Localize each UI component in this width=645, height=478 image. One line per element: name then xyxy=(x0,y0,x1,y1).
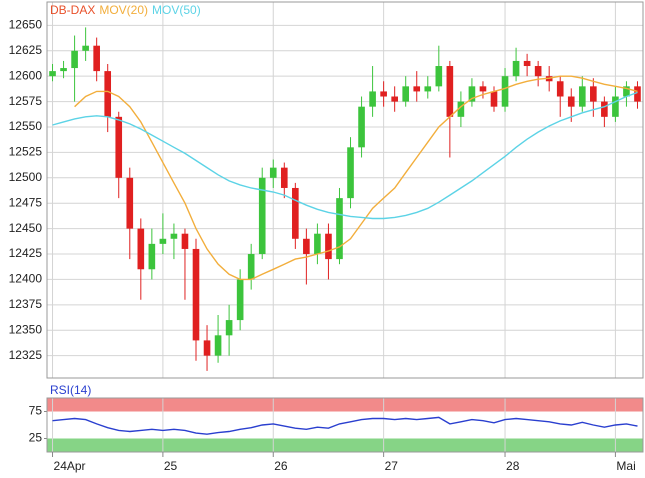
candle-body xyxy=(181,233,189,249)
candle-body xyxy=(634,86,641,102)
candle-body xyxy=(347,147,354,199)
x-tick-label: Mai xyxy=(616,459,635,473)
candle-body xyxy=(247,254,255,280)
candle-body xyxy=(126,177,134,229)
candle-body xyxy=(71,50,78,69)
candle-body xyxy=(203,340,211,356)
candle-body xyxy=(358,106,365,148)
legend-entry: DB-DAX xyxy=(50,3,95,17)
y-tick-label: 25 xyxy=(29,431,43,445)
candle-body xyxy=(115,116,123,178)
candle-body xyxy=(104,71,112,117)
y-tick-label: 12425 xyxy=(9,246,43,260)
candle-body xyxy=(402,86,410,102)
candle-body xyxy=(159,238,167,244)
candle-body xyxy=(369,91,376,107)
candle-body xyxy=(534,66,542,77)
candle-body xyxy=(93,45,100,72)
candle-body xyxy=(512,60,520,77)
candle-body xyxy=(336,198,343,260)
candle-body xyxy=(391,96,398,102)
candle-body xyxy=(556,81,564,97)
legend-entry: MOV(20) xyxy=(99,3,148,17)
x-tick-label: 28 xyxy=(506,459,520,473)
legend-entry: MOV(50) xyxy=(152,3,201,17)
candle-body xyxy=(82,45,89,51)
candle-body xyxy=(49,71,56,77)
candle-body xyxy=(523,60,531,67)
candle-body xyxy=(435,66,443,87)
candle-body xyxy=(590,86,597,102)
y-tick-label: 12575 xyxy=(9,94,43,108)
candle-body xyxy=(269,167,277,178)
line-series xyxy=(52,91,638,220)
candle-body xyxy=(148,243,156,270)
y-tick-label: 12625 xyxy=(9,43,43,57)
candle-body xyxy=(137,228,145,270)
y-tick-label: 12325 xyxy=(9,348,43,362)
candle-body xyxy=(236,279,244,321)
candle-body xyxy=(424,86,432,92)
x-tick-label: 24Apr xyxy=(54,459,86,473)
y-tick-label: 12375 xyxy=(9,297,43,311)
candle-body xyxy=(225,320,233,336)
candle-body xyxy=(446,66,454,117)
candle-body xyxy=(303,238,310,255)
candle-body xyxy=(468,86,476,102)
panel-frame xyxy=(46,397,644,453)
x-tick-label: 25 xyxy=(164,459,178,473)
candle-body xyxy=(258,177,266,255)
line-series xyxy=(52,416,638,435)
candle-body xyxy=(214,335,222,356)
y-tick-label: 12600 xyxy=(9,68,43,82)
candle-body xyxy=(413,86,421,92)
candle-body xyxy=(457,101,465,117)
candle-body xyxy=(280,167,288,188)
candle-body xyxy=(490,91,498,107)
x-tick-label: 27 xyxy=(385,459,399,473)
line-series xyxy=(74,75,638,281)
y-tick-label: 12400 xyxy=(9,272,43,286)
candle-body xyxy=(325,233,332,260)
candle-body xyxy=(292,187,299,239)
x-tick-label: 26 xyxy=(274,459,288,473)
candle-body xyxy=(380,91,387,97)
rsi-band xyxy=(47,398,643,412)
y-tick-label: 75 xyxy=(29,404,43,418)
y-tick-label: 12450 xyxy=(9,221,43,235)
candle-body xyxy=(170,233,178,239)
candle-body xyxy=(501,76,509,107)
rsi-band xyxy=(47,438,643,452)
candle-body xyxy=(601,101,608,117)
legend-entry: RSI(14) xyxy=(50,383,91,397)
panel-frame xyxy=(46,1,644,379)
candle-body xyxy=(578,86,586,107)
candle-body xyxy=(612,96,619,117)
y-tick-label: 12650 xyxy=(9,18,43,32)
candle-body xyxy=(192,248,200,341)
y-tick-label: 12525 xyxy=(9,145,43,159)
candle-body xyxy=(60,68,67,72)
candle-body xyxy=(567,96,575,107)
y-tick-label: 12350 xyxy=(9,322,43,336)
y-tick-label: 12550 xyxy=(9,119,43,133)
candle-body xyxy=(479,86,487,92)
y-tick-label: 12475 xyxy=(9,195,43,209)
candle-body xyxy=(314,233,321,255)
y-tick-label: 12500 xyxy=(9,170,43,184)
candle-body xyxy=(623,86,630,97)
